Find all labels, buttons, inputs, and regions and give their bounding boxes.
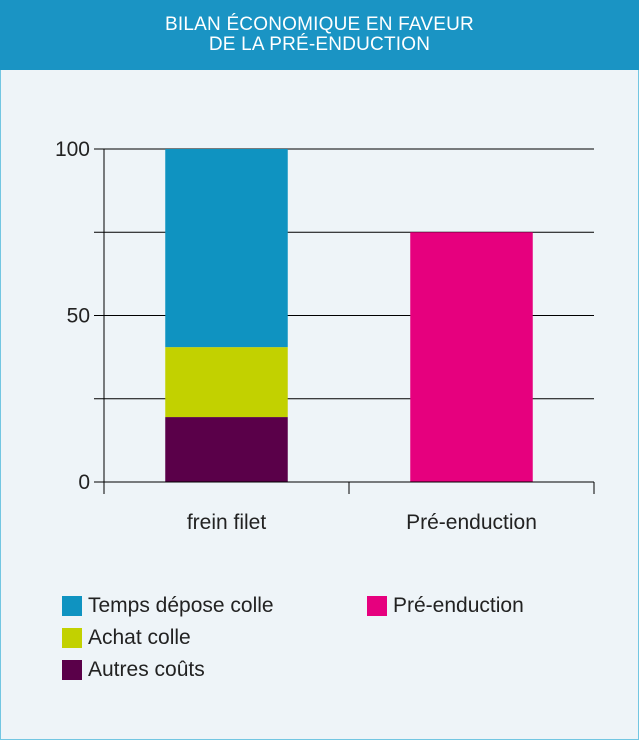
- legend-item-achat-colle: Achat colle: [62, 626, 191, 650]
- y-tick-label-0: 0: [78, 471, 90, 494]
- x-category-label-1: Pré-enduction: [406, 511, 537, 534]
- bar-segment-0-2: [165, 149, 288, 348]
- bar-segment-0-0: [165, 417, 288, 482]
- legend-item-autres-couts: Autres coûts: [62, 658, 205, 682]
- y-tick-label-50: 50: [67, 305, 90, 328]
- chart-title-line-1: BILAN ÉCONOMIQUE EN FAVEUR: [165, 14, 474, 35]
- chart-title-line-2: DE LA PRÉ-ENDUCTION: [208, 34, 431, 55]
- axis-layer: 0 50 100 frein filet Pré-enduction: [55, 138, 595, 534]
- x-category-label-0: frein filet: [187, 511, 267, 534]
- legend-item-temps-depose-colle: Temps dépose colle: [62, 594, 274, 618]
- legend-item-pre-enduction: Pré-enduction: [367, 594, 524, 618]
- bars-layer: [165, 149, 533, 482]
- legend-label-pre-enduction: Pré-enduction: [393, 594, 524, 617]
- bar-segment-1-3: [410, 232, 533, 482]
- legend-swatch-pre-enduction: [367, 596, 387, 616]
- legend-label-autres-couts: Autres coûts: [88, 658, 205, 681]
- y-tick-label-100: 100: [55, 138, 90, 161]
- legend-label-achat-colle: Achat colle: [88, 626, 191, 649]
- legend-label-temps-depose-colle: Temps dépose colle: [88, 594, 274, 617]
- stacked-bar-chart: 0 50 100 frein filet Pré-enduction: [55, 138, 595, 534]
- legend-swatch-achat-colle: [62, 628, 82, 648]
- bar-segment-0-1: [165, 347, 288, 418]
- legend-swatch-temps-depose-colle: [62, 596, 82, 616]
- chart-header: BILAN ÉCONOMIQUE EN FAVEUR DE LA PRÉ-END…: [0, 0, 639, 70]
- legend-swatch-autres-couts: [62, 660, 82, 680]
